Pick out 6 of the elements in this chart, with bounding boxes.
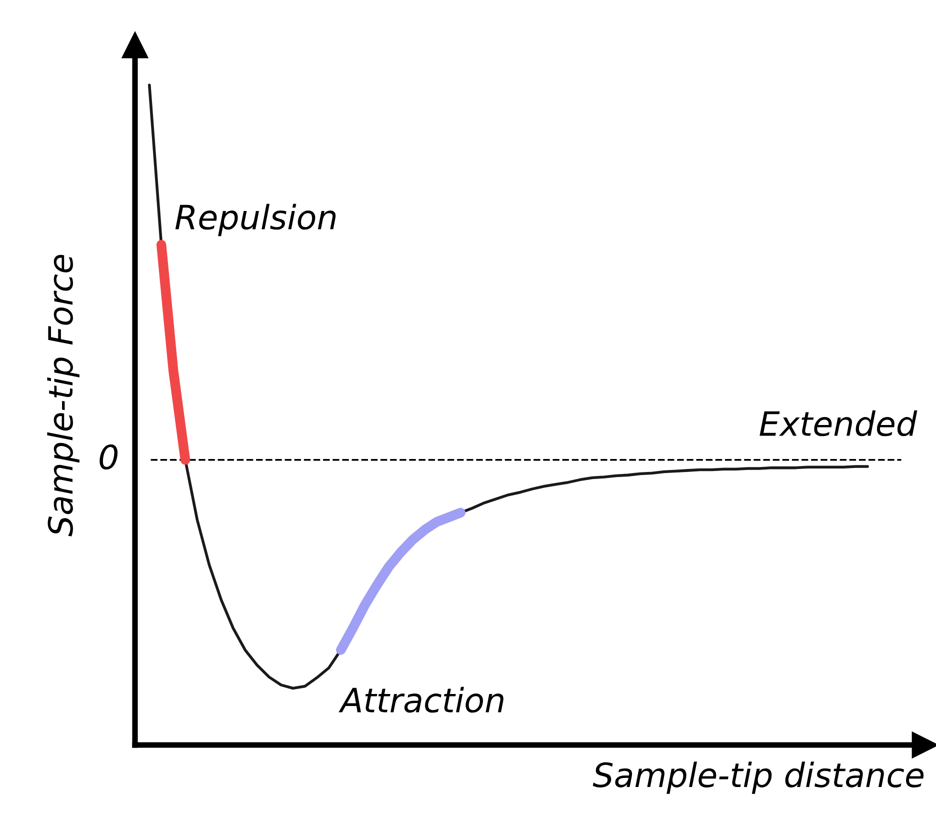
x-axis-title: Sample-tip distance	[592, 762, 924, 794]
ref-line-label: 0	[100, 444, 118, 470]
annotation: Extended	[760, 410, 918, 436]
annotation: Repulsion	[175, 204, 336, 236]
y-axis-title: Sample-tip Force	[47, 254, 80, 536]
annotation: Attraction	[338, 686, 504, 713]
